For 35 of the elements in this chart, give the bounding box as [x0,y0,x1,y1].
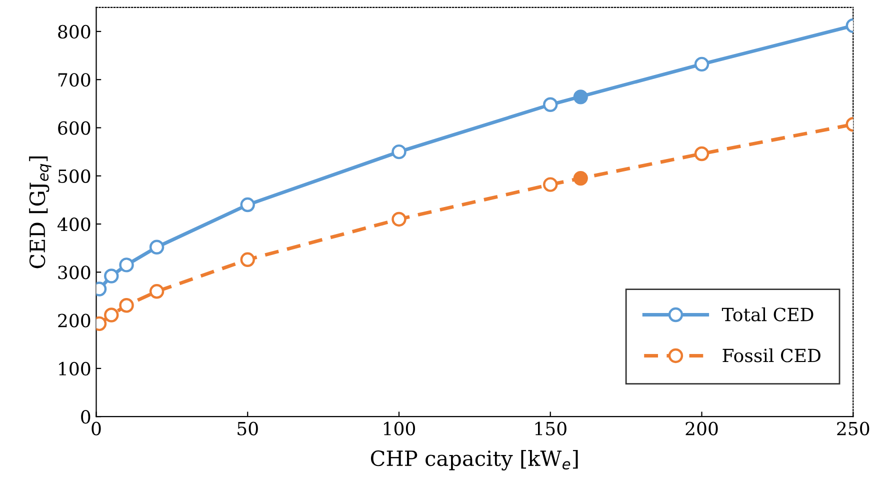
point [240,252,255,268]
point [694,146,710,162]
point [104,268,119,284]
y-tick-label: 0 [81,410,90,424]
x-axis-title: CHP capacity [kW$_{e}$] [370,450,578,470]
point [104,308,119,322]
x-tick-label: 100 [384,422,416,436]
y-tick-label: 500 [58,169,90,183]
x-tick-label: 50 [238,422,258,436]
x-tick-label: 200 [686,422,718,436]
point [694,56,710,72]
point [240,197,255,212]
x-tick-label: 0 [92,422,101,436]
point [543,97,558,112]
point [573,171,588,186]
point [149,240,164,254]
y-tick-label: 300 [58,266,90,280]
point [573,90,588,104]
point [392,212,406,227]
y-tick-label: 400 [57,217,90,232]
y-tick-label: 800 [58,24,90,39]
x-tick-label: 250 [837,422,870,436]
y-tick-label: 100 [59,362,90,376]
point [149,284,164,299]
y-tick-label: 700 [58,73,90,87]
x-tick-label: 150 [535,422,566,436]
y-axis-title: CED [GJ$_{eq}$] [29,156,52,268]
point [119,298,134,313]
point [543,177,558,192]
legend-label: Total CED [722,307,814,322]
y-tick-label: 200 [58,314,90,328]
y-tick-label: 600 [58,121,90,135]
point [119,258,134,272]
point [392,144,406,160]
legend-label: Fossil CED [722,348,820,362]
